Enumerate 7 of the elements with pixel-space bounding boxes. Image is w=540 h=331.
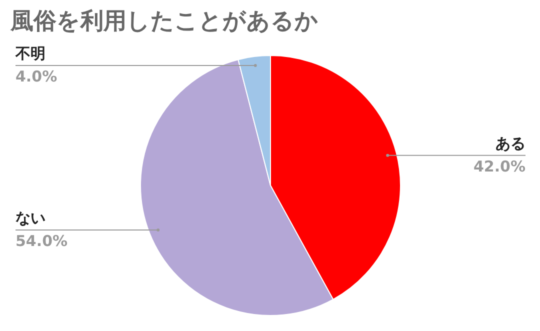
chart-title: 風俗を利用したことがあるか — [10, 8, 318, 34]
data-label: 54.0% — [16, 232, 68, 250]
data-label: 4.0% — [16, 68, 58, 86]
slice-label: ない — [16, 209, 46, 228]
slice-label: 不明 — [14, 44, 46, 63]
slice-label: ある — [496, 134, 526, 152]
data-label: 42.0% — [473, 157, 526, 176]
